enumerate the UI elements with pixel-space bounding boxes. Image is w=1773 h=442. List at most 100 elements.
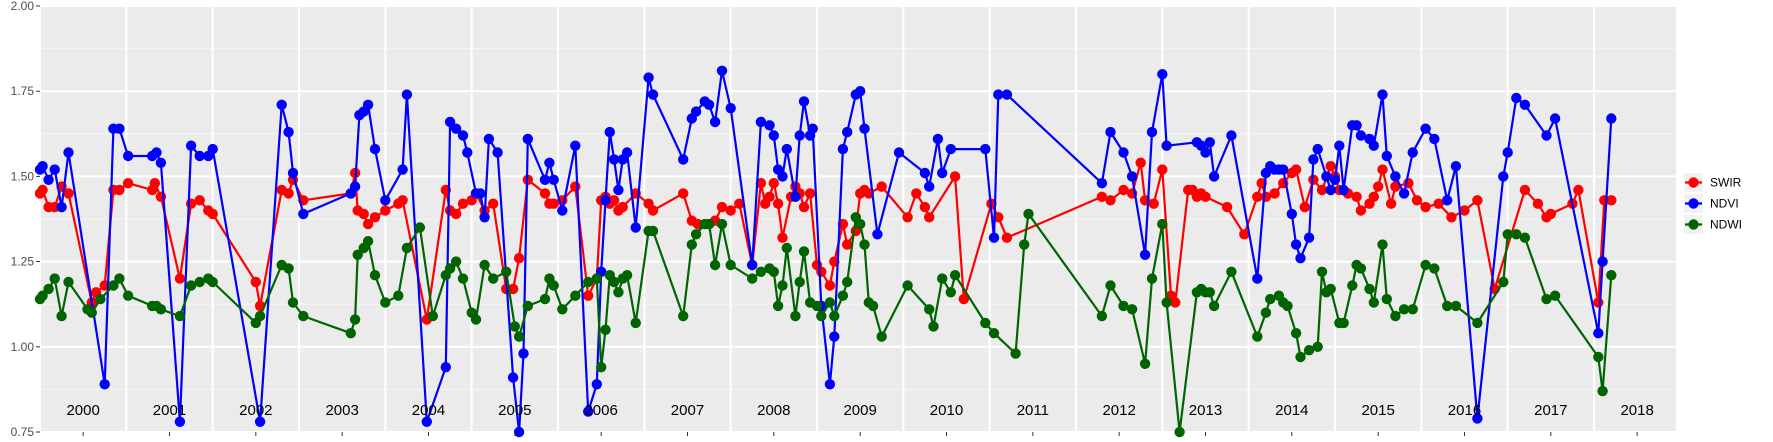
data-point xyxy=(457,198,469,209)
data-point xyxy=(149,178,160,189)
data-point xyxy=(709,116,721,128)
data-point xyxy=(1334,140,1345,151)
data-point xyxy=(1226,266,1237,277)
data-point xyxy=(1338,317,1349,329)
data-point xyxy=(768,130,779,141)
data-point xyxy=(1118,147,1129,158)
data-point xyxy=(829,331,840,342)
data-point xyxy=(207,276,218,288)
data-point xyxy=(1377,89,1388,100)
data-point xyxy=(1385,198,1397,209)
data-point xyxy=(1303,232,1315,243)
data-point xyxy=(1459,205,1470,216)
data-point xyxy=(725,205,736,216)
data-point xyxy=(772,198,784,209)
data-point xyxy=(777,232,788,243)
data-point xyxy=(570,290,581,301)
data-point xyxy=(1135,157,1146,168)
data-point xyxy=(596,362,607,373)
data-point xyxy=(492,147,503,158)
data-point xyxy=(1606,113,1617,124)
data-point xyxy=(1260,307,1272,318)
data-point xyxy=(548,198,559,209)
data-point xyxy=(1355,263,1367,274)
data-point xyxy=(1498,276,1509,288)
data-point xyxy=(725,103,736,114)
year-label: 2012 xyxy=(1102,402,1135,419)
data-point xyxy=(824,297,836,308)
data-point xyxy=(450,256,462,267)
data-point xyxy=(43,283,54,295)
data-point xyxy=(114,273,125,284)
data-point xyxy=(1593,351,1604,363)
data-point xyxy=(1511,229,1522,240)
data-point xyxy=(902,212,913,223)
data-point xyxy=(1265,293,1276,305)
data-point xyxy=(690,229,702,240)
data-point xyxy=(1174,426,1185,438)
data-point xyxy=(194,150,205,162)
data-point xyxy=(600,324,611,335)
data-point xyxy=(37,184,48,196)
data-point xyxy=(362,99,374,111)
data-point xyxy=(174,416,186,427)
data-point xyxy=(49,164,60,175)
data-point xyxy=(1519,99,1531,111)
y-tick-label: 1.50 xyxy=(11,169,35,183)
data-point xyxy=(1312,341,1323,352)
data-point xyxy=(518,348,529,359)
data-point xyxy=(949,270,961,281)
data-point xyxy=(507,372,519,383)
data-point xyxy=(479,212,490,223)
data-point xyxy=(1338,184,1349,196)
data-point xyxy=(1498,171,1509,182)
legend-marker xyxy=(1688,219,1699,230)
data-point xyxy=(919,167,931,179)
data-point xyxy=(122,178,134,189)
data-point xyxy=(1278,164,1289,175)
data-point xyxy=(1325,283,1336,295)
data-point xyxy=(1368,297,1380,308)
data-point xyxy=(859,239,870,250)
y-tick-label: 1.75 xyxy=(11,84,35,98)
year-label: 2016 xyxy=(1448,402,1481,419)
data-point xyxy=(630,317,641,329)
data-point xyxy=(250,276,261,288)
year-label: 2006 xyxy=(584,402,617,419)
data-point xyxy=(1398,188,1410,199)
data-point xyxy=(276,99,287,111)
data-point xyxy=(1010,348,1021,359)
data-point xyxy=(1252,331,1263,342)
data-point xyxy=(501,266,512,277)
data-point xyxy=(768,178,779,189)
data-point xyxy=(86,307,98,318)
data-point xyxy=(475,188,486,199)
data-point xyxy=(114,184,125,196)
year-label: 2011 xyxy=(1017,402,1049,419)
data-point xyxy=(56,310,67,322)
data-point xyxy=(1420,123,1431,134)
data-point xyxy=(980,143,991,155)
data-point xyxy=(1549,113,1561,124)
data-point xyxy=(928,321,939,332)
data-point xyxy=(557,205,568,216)
data-point xyxy=(777,171,788,182)
data-point xyxy=(1381,293,1393,305)
data-point xyxy=(450,208,462,220)
data-point xyxy=(1321,171,1332,182)
year-label: 2013 xyxy=(1189,402,1222,419)
data-point xyxy=(1157,218,1168,230)
data-point xyxy=(608,195,620,206)
data-point xyxy=(362,218,374,230)
data-point xyxy=(1329,174,1341,185)
axes: 0.75 1.00 1.25 1.50 1.75 2.00 xyxy=(11,0,1638,439)
data-point xyxy=(507,283,519,295)
data-point xyxy=(369,270,381,281)
data-point xyxy=(709,259,721,271)
data-point xyxy=(362,236,374,247)
data-point xyxy=(703,218,715,230)
data-point xyxy=(155,157,167,168)
data-point xyxy=(1105,126,1116,138)
data-point xyxy=(1420,201,1431,213)
